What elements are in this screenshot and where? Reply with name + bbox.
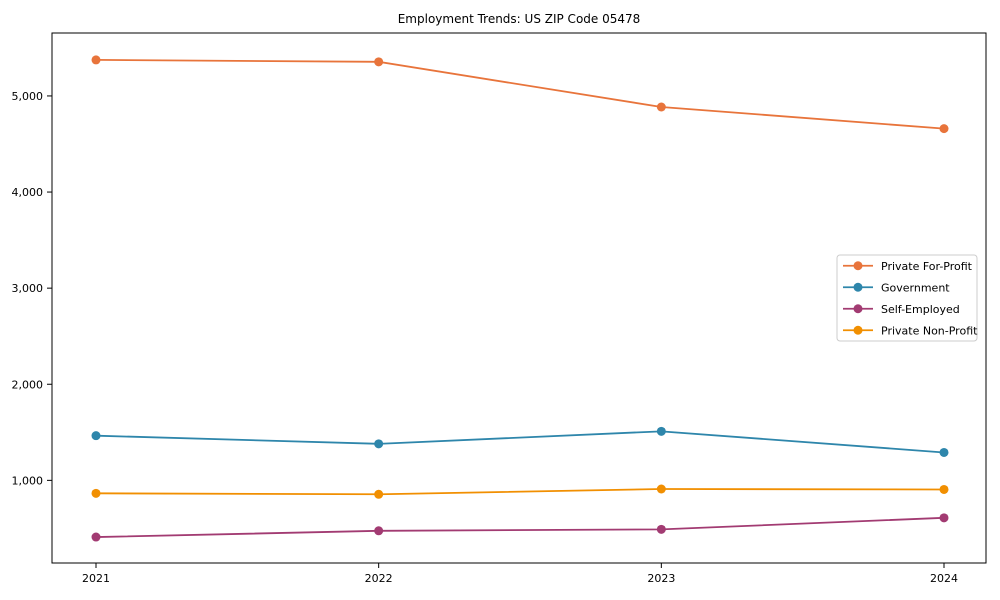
y-tick-label: 3,000 [12, 282, 44, 295]
series-marker [374, 489, 384, 499]
series-marker [656, 102, 666, 112]
x-tick-label: 2022 [365, 572, 393, 585]
x-tick-label: 2023 [647, 572, 675, 585]
series-marker [91, 55, 101, 65]
series-marker [374, 57, 384, 67]
series-marker [374, 439, 384, 449]
series-line [95, 488, 945, 496]
series-line [95, 59, 945, 130]
legend-label: Government [881, 281, 950, 294]
series-marker [656, 524, 666, 534]
series-marker [91, 431, 101, 441]
series-line [95, 516, 945, 538]
legend-label: Private For-Profit [881, 260, 973, 273]
y-tick-label: 5,000 [12, 90, 44, 103]
legend-marker [853, 304, 863, 314]
axes: 1,000 2,000 3,000 4,000 5,000 2021 2022 2023 202… [12, 32, 987, 585]
series-lines [91, 55, 949, 542]
series-marker [91, 488, 101, 498]
series-line [95, 430, 945, 454]
series-marker [91, 532, 101, 542]
legend-marker [853, 325, 863, 335]
legend-box [836, 254, 978, 342]
x-tick-label: 2021 [82, 572, 110, 585]
y-tick-label: 4,000 [12, 186, 44, 199]
legend-marker [853, 282, 863, 292]
legend: Private For-Profit Government Self-Employe… [836, 254, 978, 342]
legend-label: Private Non-Profit [881, 324, 978, 337]
y-tick-label: 1,000 [12, 474, 44, 487]
series-marker [939, 124, 949, 134]
series-marker [939, 484, 949, 494]
series-marker [939, 513, 949, 523]
series-marker [656, 426, 666, 436]
legend-marker [853, 261, 863, 271]
series-marker [656, 484, 666, 494]
plot-border [51, 32, 987, 564]
chart-title: Employment Trends: US ZIP Code 05478 [398, 12, 641, 26]
y-tick-label: 2,000 [12, 378, 44, 391]
series-marker [374, 526, 384, 536]
series-marker [939, 447, 949, 457]
legend-label: Self-Employed [881, 303, 960, 316]
x-tick-label: 2024 [930, 572, 958, 585]
